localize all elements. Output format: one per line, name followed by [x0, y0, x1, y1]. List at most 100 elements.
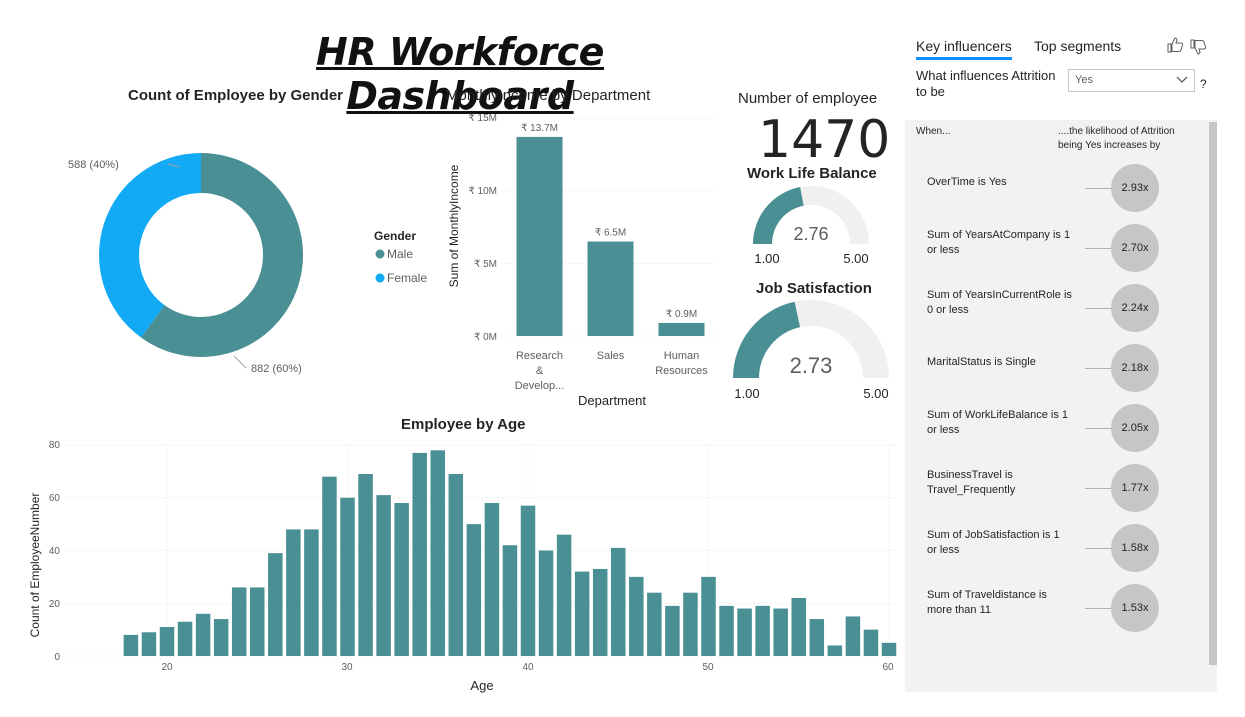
- ki-factor-bubble[interactable]: 2.93x: [1111, 164, 1159, 212]
- tab-key-influencers[interactable]: Key influencers: [916, 38, 1012, 60]
- income-bar-chart[interactable]: ₹ 13.7M Research & Develop... ₹ 6.5M Sales ₹ 0…: [440, 108, 720, 413]
- income-category-label: Sales: [597, 350, 625, 362]
- donut-slice-male[interactable]: [141, 153, 303, 357]
- job-sat-gauge-min: 1.00: [734, 386, 759, 401]
- age-bar[interactable]: [394, 503, 409, 656]
- age-bar[interactable]: [791, 597, 807, 656]
- ki-scrollbar[interactable]: [1209, 122, 1217, 665]
- age-bar[interactable]: [195, 613, 211, 656]
- job-sat-gauge[interactable]: 2.73 1.00 5.00: [725, 296, 900, 406]
- age-bar[interactable]: [376, 495, 391, 656]
- work-life-gauge[interactable]: 2.76 1.00 5.00: [740, 182, 885, 272]
- age-bar[interactable]: [665, 605, 680, 656]
- age-bar[interactable]: [647, 592, 662, 656]
- ki-influencer-row[interactable]: MaritalStatus is Single 2.18x: [905, 344, 1205, 396]
- ki-factor-bubble[interactable]: 2.05x: [1111, 404, 1159, 452]
- ki-influencer-row[interactable]: Sum of YearsAtCompany is 1 or less 2.70x: [905, 224, 1205, 276]
- legend-female-label[interactable]: Female: [387, 271, 427, 285]
- legend-male-label[interactable]: Male: [387, 247, 413, 261]
- income-bar[interactable]: [658, 322, 705, 336]
- thumbs-up-icon[interactable]: [1166, 36, 1184, 54]
- ki-influencer-row[interactable]: Sum of WorkLifeBalance is 1 or less 2.05x: [905, 404, 1205, 456]
- age-bar[interactable]: [863, 629, 879, 656]
- donut-slice-female[interactable]: [99, 153, 201, 338]
- female-label-leader: [167, 163, 181, 168]
- employee-count-label: Number of employee: [738, 90, 878, 107]
- ki-influencer-row[interactable]: OverTime is Yes 2.93x: [905, 164, 1205, 216]
- ki-arrow-line: [1085, 188, 1117, 189]
- age-bar[interactable]: [881, 642, 897, 656]
- age-bar[interactable]: [159, 626, 175, 656]
- ki-factor-bubble[interactable]: 1.77x: [1111, 464, 1159, 512]
- age-bar[interactable]: [773, 608, 788, 656]
- income-chart-title: MonthlyIncome by Department: [446, 87, 651, 104]
- thumbs-down-icon[interactable]: [1189, 38, 1207, 56]
- income-y-tick-15: ₹ 15M: [468, 113, 497, 124]
- age-x-tick-20: 20: [161, 662, 173, 673]
- attrition-value-select[interactable]: Yes: [1068, 69, 1195, 92]
- age-bar[interactable]: [719, 605, 734, 656]
- ki-help-icon[interactable]: ?: [1200, 77, 1207, 91]
- work-life-gauge-max: 5.00: [843, 251, 868, 266]
- age-bar[interactable]: [611, 547, 626, 656]
- age-bar[interactable]: [556, 534, 572, 656]
- work-life-gauge-value: 2.76: [793, 224, 828, 244]
- income-bar[interactable]: [516, 136, 563, 336]
- age-bar[interactable]: [683, 592, 698, 656]
- age-bar[interactable]: [340, 497, 355, 656]
- ki-influencer-label: Sum of Traveldistance is more than 11: [927, 589, 1047, 616]
- age-bar[interactable]: [827, 645, 843, 656]
- age-bar[interactable]: [574, 571, 590, 656]
- age-bar[interactable]: [286, 529, 301, 656]
- age-bar-chart[interactable]: 0 20 40 60 80 20 30 40 50 60 Count of Em…: [0, 435, 905, 700]
- age-bar[interactable]: [538, 550, 554, 657]
- age-bar[interactable]: [755, 605, 770, 656]
- age-bar[interactable]: [629, 576, 644, 656]
- age-bar[interactable]: [268, 553, 283, 656]
- age-bar[interactable]: [231, 587, 247, 656]
- age-bar[interactable]: [701, 576, 716, 656]
- tab-top-segments[interactable]: Top segments: [1034, 38, 1122, 54]
- age-bar[interactable]: [141, 632, 157, 656]
- age-bar[interactable]: [809, 619, 825, 656]
- age-y-axis-title: Count of EmployeeNumber: [28, 493, 42, 638]
- gender-donut-chart[interactable]: 588 (40%) 882 (60%) Gender Male Female: [20, 110, 440, 400]
- age-bar[interactable]: [250, 587, 265, 656]
- ki-influencer-row[interactable]: BusinessTravel is Travel_Frequently 1.77x: [905, 464, 1205, 516]
- work-life-gauge-title: Work Life Balance: [747, 165, 877, 182]
- ki-factor-bubble[interactable]: 2.18x: [1111, 344, 1159, 392]
- age-bar[interactable]: [123, 634, 139, 656]
- ki-factor-bubble[interactable]: 1.53x: [1111, 584, 1159, 632]
- ki-arrow-line: [1085, 428, 1117, 429]
- age-bar[interactable]: [845, 616, 861, 656]
- ki-influencer-label: Sum of WorkLifeBalance is 1 or less: [927, 409, 1069, 436]
- age-bar[interactable]: [466, 524, 482, 656]
- ki-factor-bubble[interactable]: 2.70x: [1111, 224, 1159, 272]
- ki-influencer-row[interactable]: Sum of Traveldistance is more than 11 1.5…: [905, 584, 1205, 636]
- ki-influencer-row[interactable]: Sum of JobSatisfaction is 1 or less 1.58x: [905, 524, 1205, 576]
- job-sat-gauge-max: 5.00: [863, 386, 888, 401]
- age-bar[interactable]: [520, 505, 536, 656]
- age-bar[interactable]: [592, 568, 608, 656]
- age-bar[interactable]: [448, 474, 464, 656]
- attrition-selected-value: Yes: [1075, 74, 1093, 86]
- age-bar[interactable]: [502, 545, 518, 656]
- age-bar[interactable]: [322, 476, 337, 656]
- ki-influencer-label: Sum of JobSatisfaction is 1 or less: [927, 529, 1060, 556]
- income-category-label: Develop...: [515, 380, 565, 392]
- age-bar[interactable]: [304, 529, 319, 656]
- age-bar[interactable]: [177, 621, 193, 656]
- ki-factor-bubble[interactable]: 1.58x: [1111, 524, 1159, 572]
- age-bar[interactable]: [484, 503, 500, 656]
- age-y-tick-0: 0: [54, 652, 60, 663]
- age-bar[interactable]: [213, 619, 229, 656]
- ki-factor-bubble[interactable]: 2.24x: [1111, 284, 1159, 332]
- age-bar[interactable]: [412, 452, 427, 656]
- age-bar[interactable]: [737, 608, 752, 656]
- income-bar[interactable]: [587, 241, 634, 336]
- job-sat-gauge-value: 2.73: [790, 353, 833, 378]
- income-y-tick-10: ₹ 10M: [468, 186, 497, 197]
- ki-influencer-row[interactable]: Sum of YearsInCurrentRole is 0 or less 2.…: [905, 284, 1205, 336]
- age-bar[interactable]: [358, 474, 373, 656]
- age-bar[interactable]: [430, 450, 446, 656]
